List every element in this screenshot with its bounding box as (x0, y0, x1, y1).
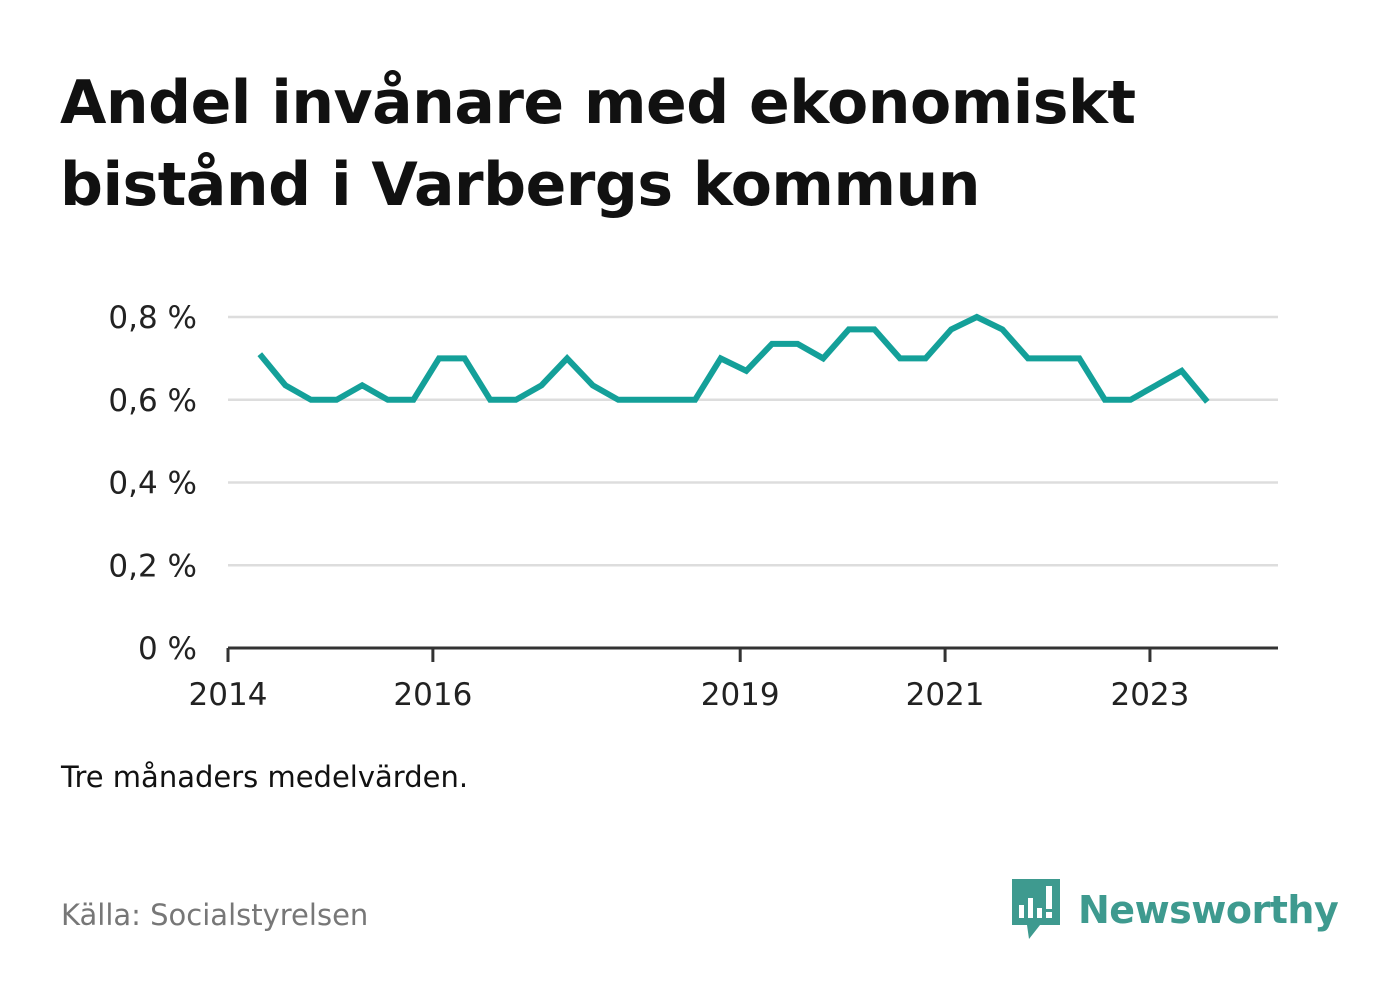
newsworthy-logo: Newsworthy (1010, 878, 1339, 942)
x-tick-label: 2019 (701, 677, 780, 713)
data-point (1153, 382, 1159, 388)
x-tick-label: 2023 (1110, 677, 1189, 713)
data-point (641, 397, 647, 403)
data-point (974, 314, 980, 320)
series-line (257, 313, 1210, 404)
x-axis-labels: 2014 2016 2019 2021 2023 (189, 677, 1190, 713)
data-point (385, 397, 391, 403)
data-point (257, 351, 263, 357)
data-point (795, 341, 801, 347)
data-point (948, 326, 954, 332)
data-point (846, 326, 852, 332)
data-point (667, 397, 673, 403)
y-tick-label: 0,6 % (108, 383, 197, 419)
data-point (1102, 397, 1108, 403)
data-point (1204, 399, 1210, 405)
data-point (769, 341, 775, 347)
data-point (743, 368, 749, 374)
data-point (1025, 355, 1031, 361)
y-tick-label: 0,8 % (108, 300, 197, 336)
chart-title: Andel invånare med ekonomiskt bistånd i … (60, 68, 1136, 220)
data-point (564, 355, 570, 361)
brand-name: Newsworthy (1078, 888, 1339, 932)
data-point (999, 326, 1005, 332)
data-point (410, 397, 416, 403)
source-text: Källa: Socialstyrelsen (61, 898, 369, 932)
data-point (923, 355, 929, 361)
x-tick-label: 2016 (393, 677, 472, 713)
data-point (692, 397, 698, 403)
data-point (462, 355, 468, 361)
line-chart: 0 % 0,2 % 0,4 % 0,6 % 0,8 % 2014 2016 2019 2021… (108, 300, 1278, 713)
x-axis (226, 646, 1278, 662)
gridlines (228, 315, 1278, 567)
data-point (897, 355, 903, 361)
x-tick-label: 2014 (189, 677, 268, 713)
data-point (359, 382, 365, 388)
y-tick-label: 0,4 % (108, 466, 197, 502)
series-layer (257, 313, 1210, 405)
data-point (513, 397, 519, 403)
data-point (436, 355, 442, 361)
chart-note: Tre månaders medelvärden. (61, 760, 469, 794)
data-point (615, 397, 621, 403)
data-point (590, 382, 596, 388)
data-point (820, 355, 826, 361)
y-axis-labels: 0 % 0,2 % 0,4 % 0,6 % 0,8 % (108, 300, 197, 667)
data-point (718, 355, 724, 361)
data-point (1076, 355, 1082, 361)
data-point (487, 397, 493, 403)
data-point (1051, 355, 1057, 361)
data-point (538, 382, 544, 388)
data-point (1127, 397, 1133, 403)
data-point (308, 397, 314, 403)
data-point (1179, 368, 1185, 374)
y-tick-label: 0 % (138, 631, 197, 667)
newsworthy-logo-icon (1012, 879, 1060, 939)
data-point (334, 397, 340, 403)
y-tick-label: 0,2 % (108, 548, 197, 584)
x-tick-label: 2021 (906, 677, 985, 713)
data-point (871, 326, 877, 332)
data-point (282, 382, 288, 388)
